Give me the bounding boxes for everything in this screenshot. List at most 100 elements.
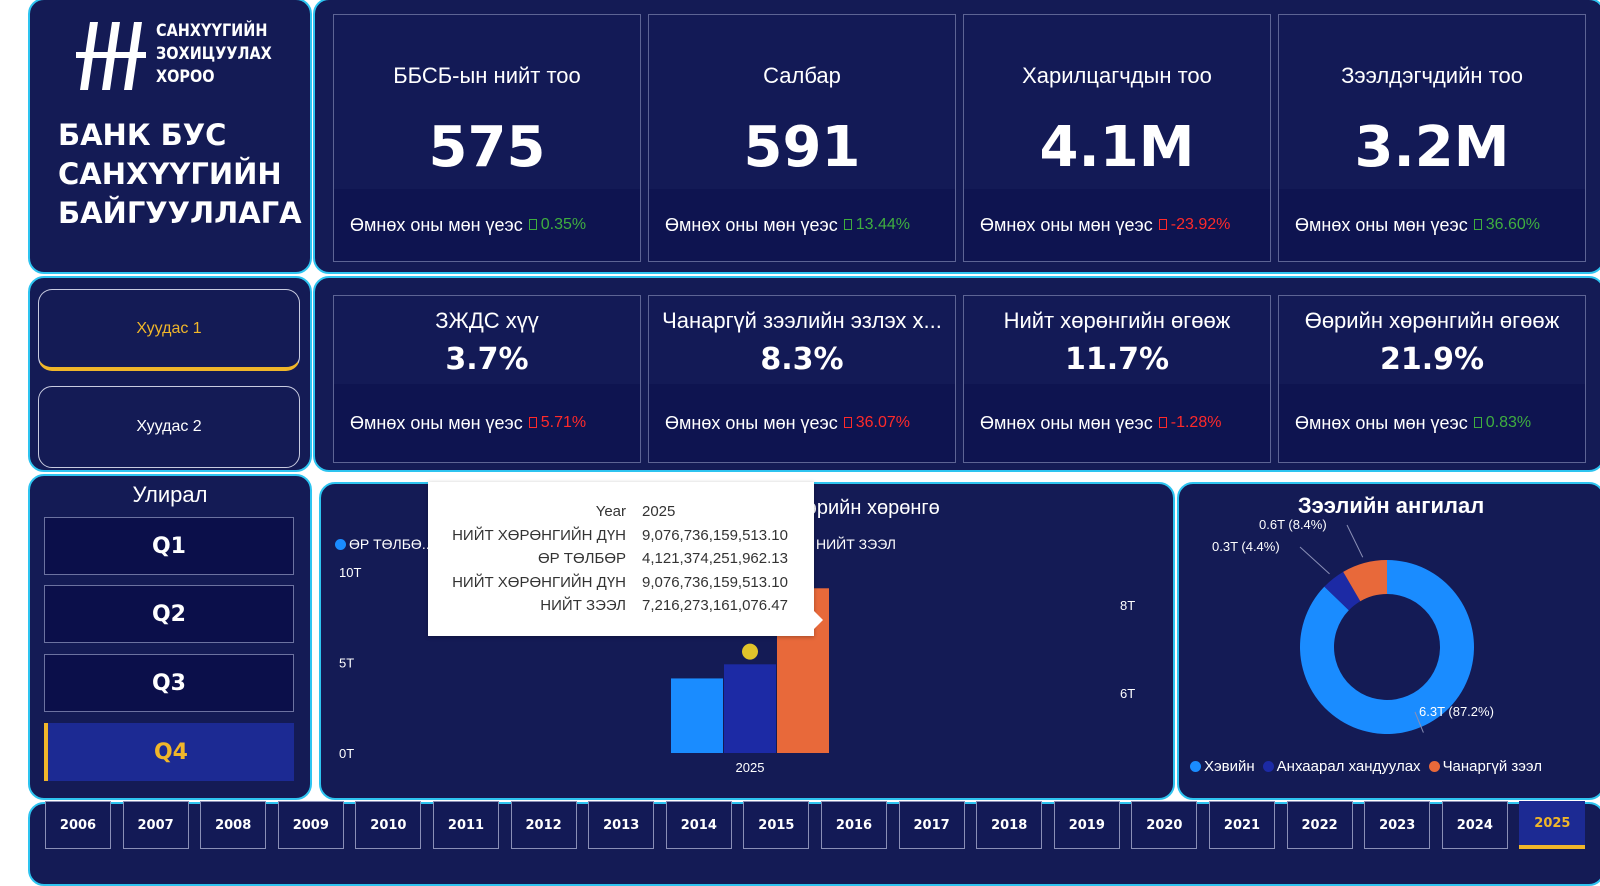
- bar-2: [724, 664, 776, 753]
- year-2010-button[interactable]: 2010: [355, 801, 422, 849]
- kpi-card-4: Зээлдэгчдийн тоо 3.2M Өмнөх оны мөн үеэс…: [1278, 14, 1586, 262]
- legend-dot-icon: [1428, 761, 1440, 772]
- legend-dot-icon: [1262, 761, 1274, 772]
- tooltip-value: 9,076,736,159,513.10: [642, 526, 788, 544]
- donut-chart: 6.3T (87.2%) 0.3T (4.4%) 0.6T (8.4%): [1212, 517, 1494, 734]
- kpi-change: -1.28%: [1158, 414, 1221, 432]
- legend-item: Анхаарал хандуулах: [1262, 758, 1421, 775]
- quarter-q3-button[interactable]: Q3: [44, 654, 294, 712]
- chart-tooltip: Year 2025 НИЙТ ХӨРӨНГИЙН ДҮН 9,076,736,159,…: [428, 482, 823, 636]
- year-2018-button[interactable]: 2018: [976, 801, 1043, 849]
- kpi-title: Зээлдэгчдийн тоо: [1341, 63, 1523, 88]
- kpi-value: 21.9%: [1379, 342, 1485, 377]
- year-2016-button[interactable]: 2016: [821, 801, 887, 849]
- kpi-card-2: Чанаргүй зээлийн эзлэх х... 8.3% Өмнөх о…: [648, 295, 956, 463]
- kpi-footer: Өмнөх оны мөн үеэс -1.28%: [964, 384, 1270, 462]
- kpi-value: 575: [428, 115, 546, 180]
- year-2021-button[interactable]: 2021: [1209, 801, 1275, 849]
- year-2008-button[interactable]: 2008: [200, 801, 267, 849]
- kpi-value: 11.7%: [1064, 342, 1170, 377]
- leader-line: [1299, 546, 1330, 575]
- kpi-card-1: ЗЖДС хүү 3.7% Өмнөх оны мөн үеэс 5.71%: [333, 295, 641, 463]
- legend-item: Чанаргүй зээл: [1428, 758, 1542, 775]
- brand-panel: САНХҮҮГИЙН ЗОХИЦУУЛАХ ХОРОО БАНК БУС САН…: [28, 0, 312, 274]
- kpi-change: 0.83%: [1473, 414, 1531, 432]
- kpi-card-3: Харилцагчдын тоо 4.1M Өмнөх оны мөн үеэс…: [963, 14, 1271, 262]
- kpi-value: 4.1M: [1039, 115, 1195, 180]
- trend-icon: [1158, 417, 1167, 428]
- kpi-value: 8.3%: [760, 342, 844, 377]
- tooltip-value: 4,121,374,251,962.13: [642, 550, 788, 567]
- trend-icon: [1158, 219, 1167, 230]
- year-2024-button[interactable]: 2024: [1441, 801, 1508, 849]
- quarter-q4-button[interactable]: Q4: [44, 723, 294, 781]
- kpi-title: Чанаргүй зээлийн эзлэх х...: [662, 308, 942, 333]
- kpi-card-4: Өөрийн хөрөнгийн өгөөж 21.9% Өмнөх оны м…: [1278, 295, 1586, 463]
- tooltip-row: ӨР ТӨЛБӨР 4,121,374,251,962.13: [428, 550, 814, 574]
- y-tick-label: 10T: [339, 565, 361, 580]
- kpi-footer: Өмнөх оны мөн үеэс 0.35%: [334, 189, 640, 261]
- tooltip-key: Year: [595, 503, 626, 520]
- kpi-card-3: Нийт хөрөнгийн өгөөж 11.7% Өмнөх оны мөн…: [963, 295, 1271, 463]
- kpi-title: ЗЖДС хүү: [435, 308, 539, 333]
- kpi-title: Өөрийн хөрөнгийн өгөөж: [1304, 308, 1560, 333]
- bar-chart-title: ...эрийн хөрөнгө: [790, 497, 940, 519]
- page-title: БАНК БУС САНХҮҮГИЙН БАЙГУУЛЛАГА: [58, 118, 302, 230]
- kpi-compare-label: Өмнөх оны мөн үеэс: [350, 412, 523, 433]
- kpi-card-1: ББСБ-ын нийт тоо 575 Өмнөх оны мөн үеэс …: [333, 14, 641, 262]
- tooltip-key: НИЙТ ХӨРӨНГИЙН ДҮН: [452, 526, 626, 544]
- tooltip-row: НИЙТ ХӨРӨНГИЙН ДҮН 9,076,736,159,513.10: [428, 574, 814, 598]
- year-2006-button[interactable]: 2006: [45, 801, 111, 849]
- kpi-value: 3.2M: [1354, 115, 1510, 180]
- tooltip-value: 2025: [642, 503, 676, 520]
- kpi-compare-label: Өмнөх оны мөн үеэс: [665, 412, 838, 433]
- donut-slice-1: [1300, 560, 1474, 734]
- tooltip-key: НИЙТ ЗЭЭЛ: [540, 597, 626, 614]
- tooltip-row: НИЙТ ХӨРӨНГИЙН ДҮН 9,076,736,159,513.10: [428, 527, 814, 551]
- year-2019-button[interactable]: 2019: [1053, 801, 1120, 849]
- quarter-q2-button[interactable]: Q2: [44, 585, 294, 643]
- tooltip-value: 7,216,273,161,076.47: [642, 597, 788, 614]
- year-2020-button[interactable]: 2020: [1131, 801, 1198, 849]
- bar-legend-item-1: ӨР ТӨЛБӨ...: [335, 536, 434, 552]
- line-marker: [742, 643, 758, 660]
- year-2014-button[interactable]: 2014: [665, 801, 732, 849]
- year-2012-button[interactable]: 2012: [510, 801, 577, 849]
- tooltip-key: НИЙТ ХӨРӨНГИЙН ДҮН: [452, 573, 626, 591]
- kpi-card-2: Салбар 591 Өмнөх оны мөн үеэс 13.44%: [648, 14, 956, 262]
- logo-text: САНХҮҮГИЙН ЗОХИЦУУЛАХ ХОРОО: [156, 21, 272, 87]
- year-2015-button[interactable]: 2015: [743, 801, 810, 849]
- year-2023-button[interactable]: 2023: [1364, 801, 1431, 849]
- y2-tick-label: 8T: [1120, 598, 1135, 613]
- donut-data-label: 6.3T (87.2%): [1419, 704, 1494, 719]
- tooltip-row: НИЙТ ЗЭЭЛ 7,216,273,161,076.47: [428, 597, 814, 621]
- legend-dot-icon: [1190, 761, 1201, 772]
- kpi-change: 0.35%: [528, 216, 586, 234]
- bar-legend-item-2: НИЙТ ЗЭЭЛ: [816, 536, 896, 552]
- kpi-change: 36.60%: [1473, 216, 1540, 234]
- year-2017-button[interactable]: 2017: [898, 801, 965, 849]
- kpi-title: ББСБ-ын нийт тоо: [393, 63, 581, 88]
- page-2-button[interactable]: Хуудас 2: [38, 386, 300, 468]
- leader-line: [1346, 524, 1364, 558]
- quarter-q1-button[interactable]: Q1: [44, 517, 294, 575]
- kpi-footer: Өмнөх оны мөн үеэс 36.60%: [1279, 189, 1585, 261]
- donut-data-label: 0.6T (8.4%): [1259, 517, 1327, 532]
- legend-item: Хэвийн: [1190, 758, 1255, 775]
- kpi-title: Нийт хөрөнгийн өгөөж: [1003, 308, 1231, 333]
- kpi-compare-label: Өмнөх оны мөн үеэс: [980, 214, 1153, 235]
- year-2007-button[interactable]: 2007: [122, 801, 189, 849]
- kpi-footer: Өмнөх оны мөн үеэс -23.92%: [964, 189, 1270, 261]
- kpi-change: 5.71%: [528, 414, 586, 432]
- year-2011-button[interactable]: 2011: [433, 801, 499, 849]
- year-2013-button[interactable]: 2013: [588, 801, 655, 849]
- leader-line: [1414, 711, 1424, 733]
- year-2022-button[interactable]: 2022: [1286, 801, 1353, 849]
- year-2025-button[interactable]: 2025: [1519, 801, 1586, 849]
- page-1-button[interactable]: Хуудас 1: [38, 289, 300, 371]
- season-title: Улирал: [132, 482, 208, 507]
- kpi-footer: Өмнөх оны мөн үеэс 0.83%: [1279, 384, 1585, 462]
- trend-icon: [1473, 219, 1482, 230]
- year-2009-button[interactable]: 2009: [277, 801, 344, 849]
- kpi-value: 3.7%: [445, 342, 529, 377]
